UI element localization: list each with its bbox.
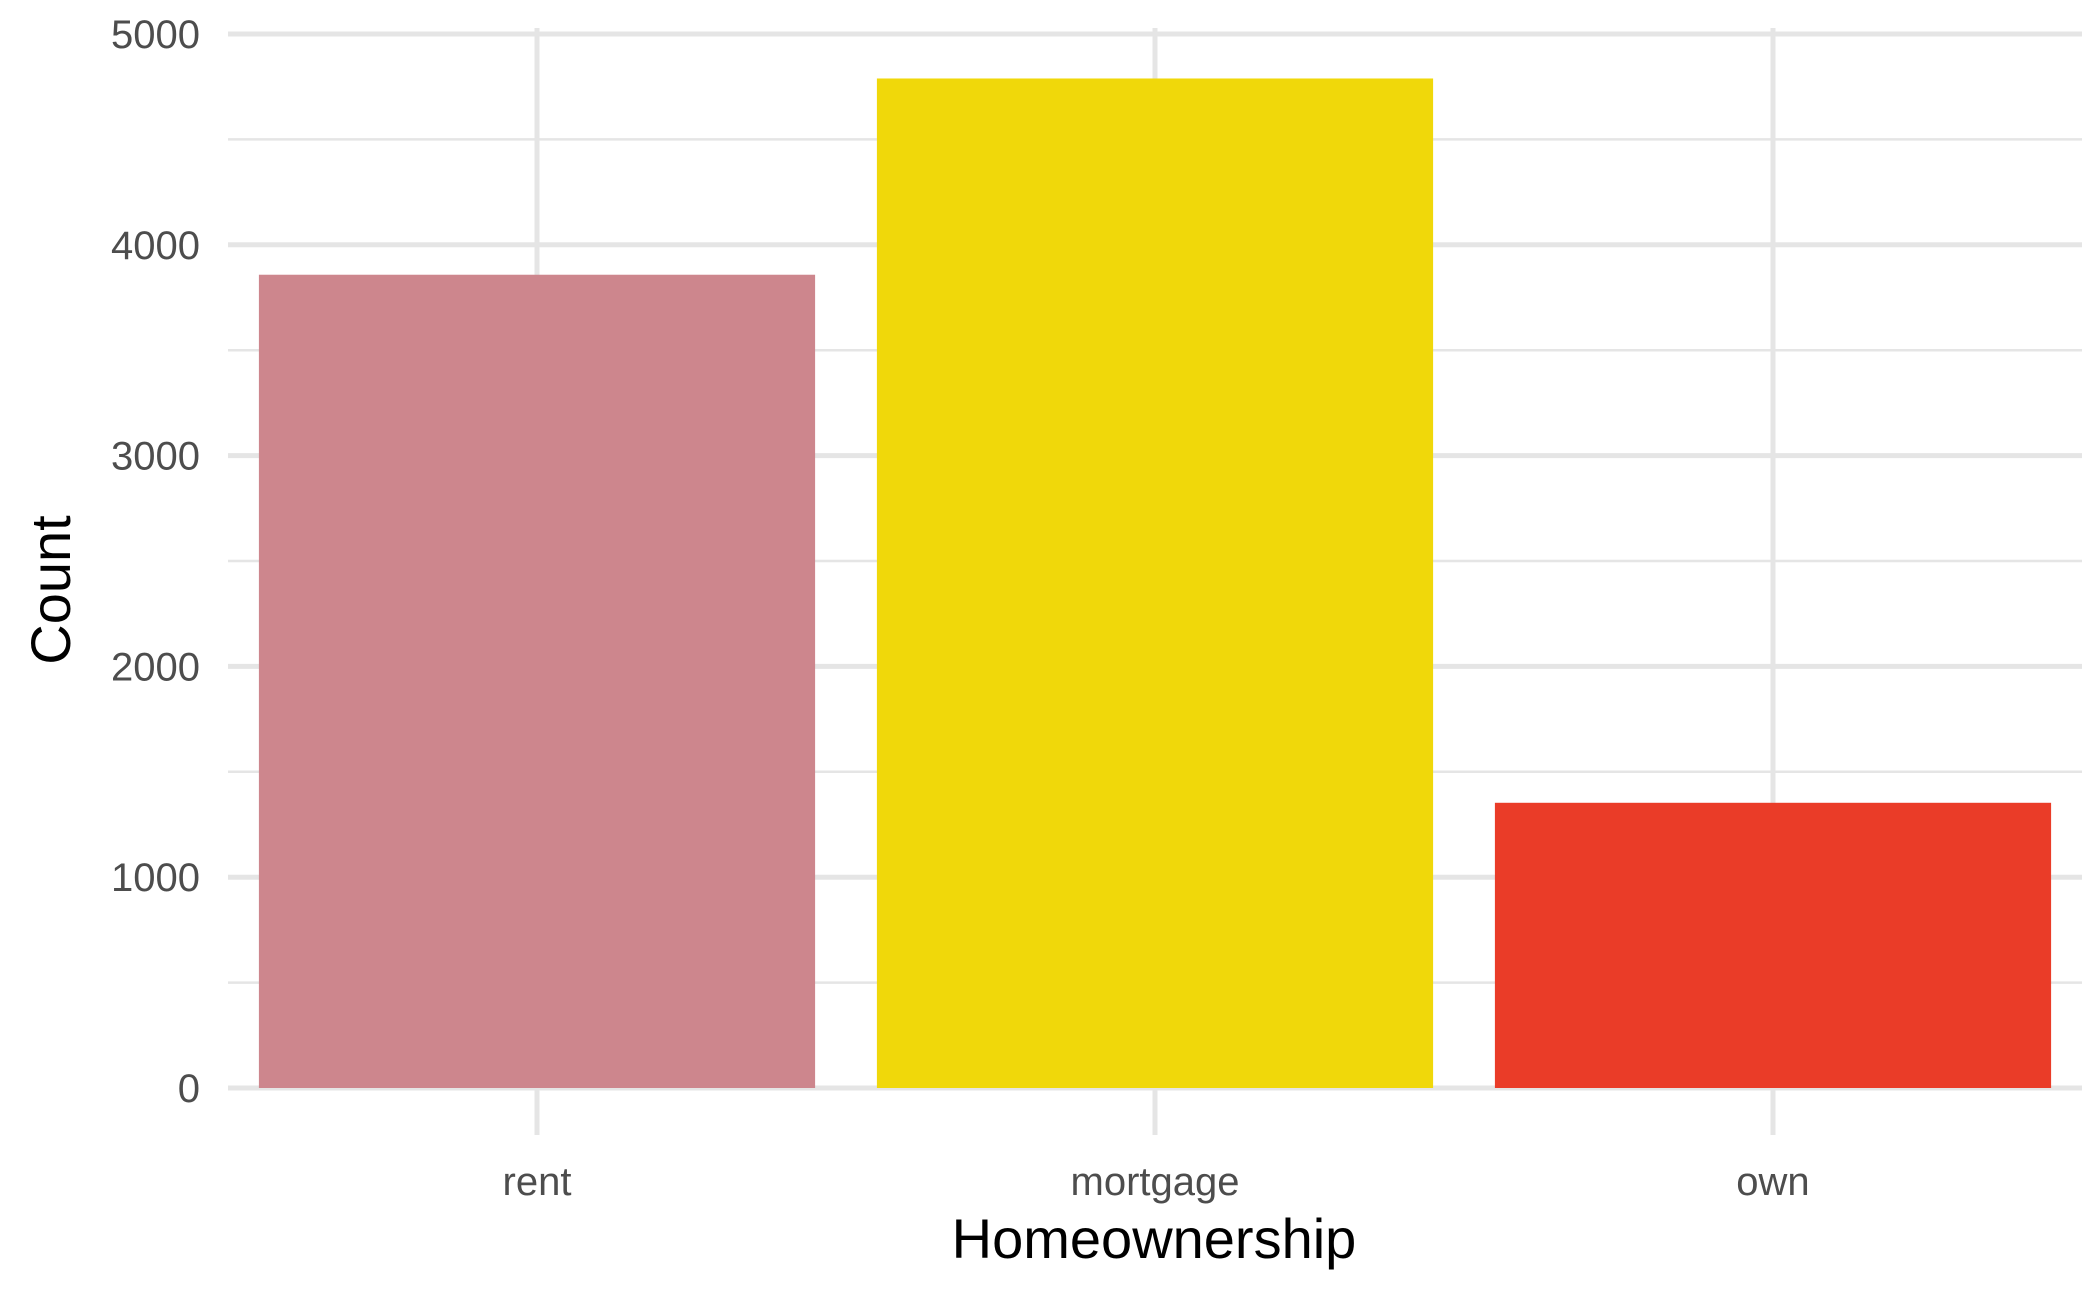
y-axis-title: Count — [19, 515, 82, 665]
x-tick-label: own — [1736, 1160, 1809, 1204]
bar-own — [1494, 802, 2052, 1088]
y-tick-labels: 0 1000 2000 3000 4000 5000 — [111, 13, 200, 1111]
x-tick-label: rent — [503, 1160, 572, 1204]
y-tick-label: 1000 — [111, 856, 200, 900]
y-tick-label: 5000 — [111, 13, 200, 57]
bar-mortgage — [876, 78, 1434, 1088]
y-tick-label: 0 — [178, 1067, 200, 1111]
x-tick-labels: rent mortgage own — [503, 1160, 1810, 1204]
y-tick-label: 2000 — [111, 645, 200, 689]
y-tick-label: 3000 — [111, 435, 200, 479]
x-tick-label: mortgage — [1071, 1160, 1240, 1204]
y-tick-label: 4000 — [111, 224, 200, 268]
bars — [258, 78, 2052, 1088]
x-axis-title: Homeownership — [952, 1207, 1357, 1270]
bar-rent — [258, 274, 816, 1088]
